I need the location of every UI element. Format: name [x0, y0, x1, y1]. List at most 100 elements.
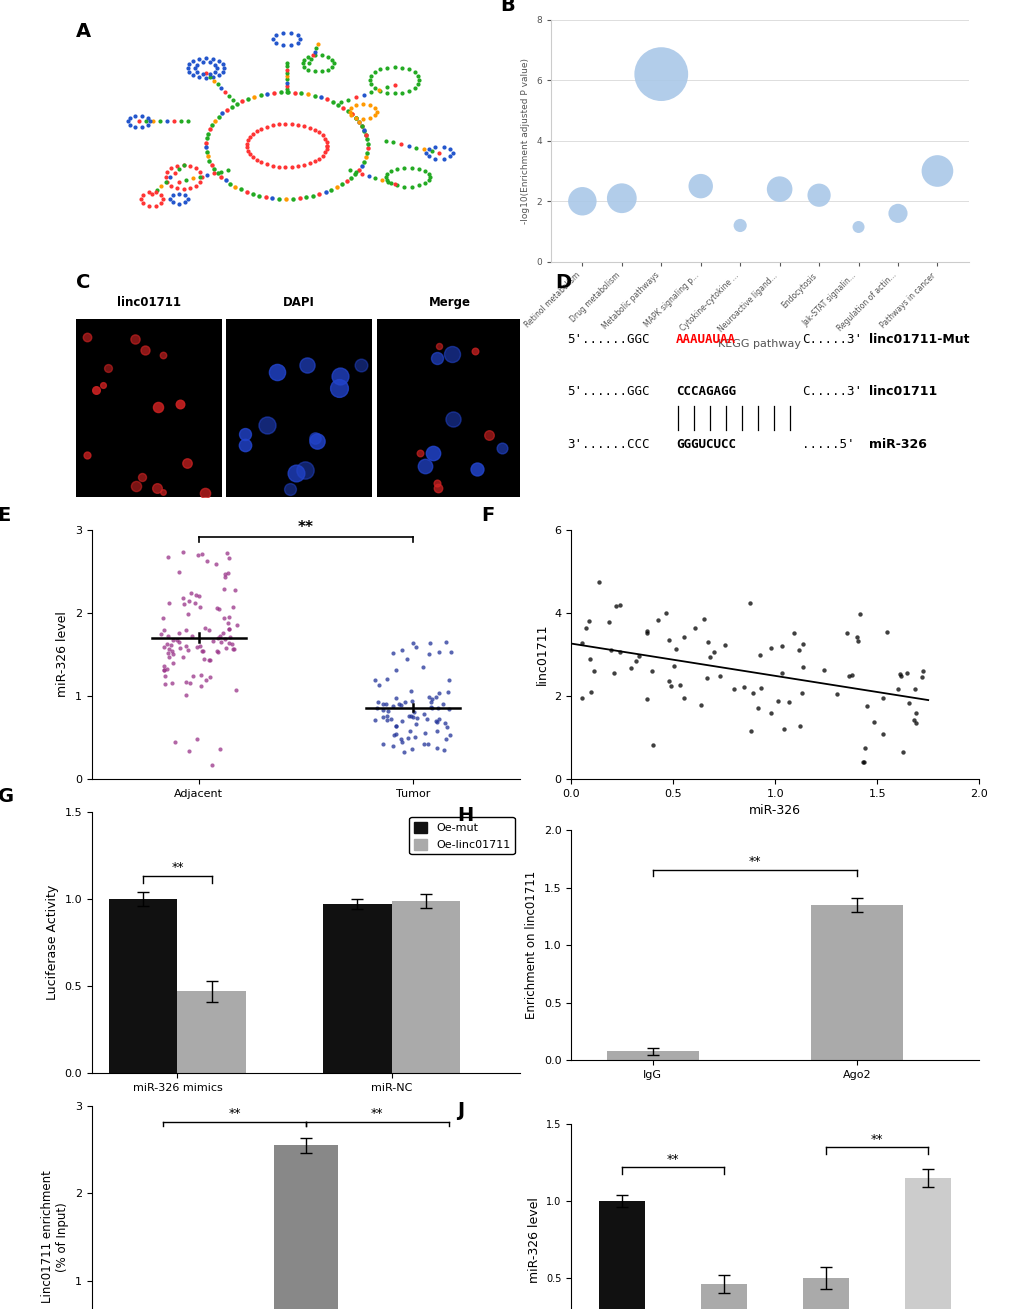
- Point: [378, 669, 394, 690]
- Point: [581, 649, 597, 670]
- Text: A: A: [75, 22, 91, 41]
- Point: [726, 678, 742, 699]
- Point: [160, 643, 176, 664]
- Point: [405, 707, 421, 728]
- Text: **: **: [171, 861, 183, 874]
- Text: E: E: [0, 507, 11, 525]
- Point: [435, 694, 451, 715]
- Point: [585, 661, 601, 682]
- Point: [155, 482, 171, 503]
- Point: [168, 630, 184, 651]
- Point: [387, 716, 404, 737]
- Point: [89, 380, 105, 401]
- Point: [160, 547, 176, 568]
- Point: [574, 191, 590, 212]
- Point: [399, 728, 416, 749]
- Point: [78, 445, 95, 466]
- Point: [657, 602, 674, 623]
- Point: [212, 738, 228, 759]
- Bar: [376, 319, 522, 497]
- Point: [100, 357, 116, 378]
- Point: [428, 720, 444, 741]
- Point: [220, 618, 236, 639]
- Point: [160, 592, 176, 613]
- Point: [436, 712, 452, 733]
- Point: [437, 632, 453, 653]
- Point: [889, 203, 905, 224]
- Point: [421, 686, 437, 707]
- Legend: Oe-mut, Oe-linc01711: Oe-mut, Oe-linc01711: [409, 817, 515, 855]
- Point: [180, 740, 197, 761]
- Point: [219, 613, 235, 634]
- Point: [219, 563, 235, 584]
- Point: [228, 679, 245, 700]
- Point: [199, 551, 215, 572]
- Point: [427, 711, 443, 732]
- Point: [466, 340, 482, 361]
- Point: [157, 665, 173, 686]
- Point: [221, 619, 237, 640]
- Point: [403, 681, 419, 702]
- Point: [156, 660, 172, 681]
- Y-axis label: -log10(Enrichment adjusted P value): -log10(Enrichment adjusted P value): [521, 58, 530, 224]
- Point: [390, 694, 407, 715]
- Point: [184, 665, 201, 686]
- Point: [375, 734, 391, 755]
- Point: [854, 751, 870, 772]
- Point: [430, 478, 446, 499]
- Point: [216, 563, 232, 584]
- Point: [660, 670, 677, 691]
- Point: [874, 724, 891, 745]
- Point: [581, 610, 597, 631]
- Point: [395, 742, 412, 763]
- Point: [221, 632, 237, 653]
- Point: [398, 648, 415, 669]
- Point: [848, 627, 864, 648]
- Point: [236, 435, 253, 456]
- Point: [652, 64, 668, 85]
- Point: [388, 716, 405, 737]
- Point: [421, 644, 437, 665]
- Point: [211, 598, 227, 619]
- Text: linc01711: linc01711: [868, 385, 936, 398]
- Point: [78, 326, 95, 347]
- Point: [156, 656, 172, 677]
- Point: [611, 594, 628, 615]
- Point: [165, 630, 181, 651]
- Point: [785, 622, 801, 643]
- Point: [856, 738, 872, 759]
- Point: [172, 393, 189, 414]
- Point: [605, 662, 622, 683]
- Point: [331, 365, 347, 386]
- Point: [216, 567, 232, 588]
- Text: **: **: [870, 1132, 882, 1145]
- Point: [392, 695, 409, 716]
- Point: [216, 628, 232, 649]
- Point: [393, 709, 410, 730]
- Point: [224, 634, 240, 654]
- Point: [297, 459, 313, 480]
- Text: C.....3': C.....3': [801, 385, 861, 398]
- Y-axis label: miR-326 level: miR-326 level: [527, 1196, 540, 1283]
- Point: [163, 673, 179, 694]
- Point: [212, 626, 228, 647]
- Point: [202, 649, 218, 670]
- Point: [299, 355, 315, 376]
- Bar: [75, 319, 221, 497]
- Point: [186, 593, 203, 614]
- Point: [175, 588, 192, 609]
- Point: [583, 681, 599, 702]
- Point: [770, 178, 787, 199]
- Point: [408, 637, 424, 658]
- Point: [440, 699, 457, 720]
- Point: [445, 408, 462, 429]
- Point: [167, 732, 183, 753]
- Point: [159, 658, 175, 679]
- Point: [226, 639, 243, 660]
- Bar: [226, 319, 372, 497]
- Point: [384, 643, 400, 664]
- Point: [193, 665, 209, 686]
- Point: [189, 729, 205, 750]
- Text: **: **: [228, 1107, 240, 1121]
- Point: [221, 606, 237, 627]
